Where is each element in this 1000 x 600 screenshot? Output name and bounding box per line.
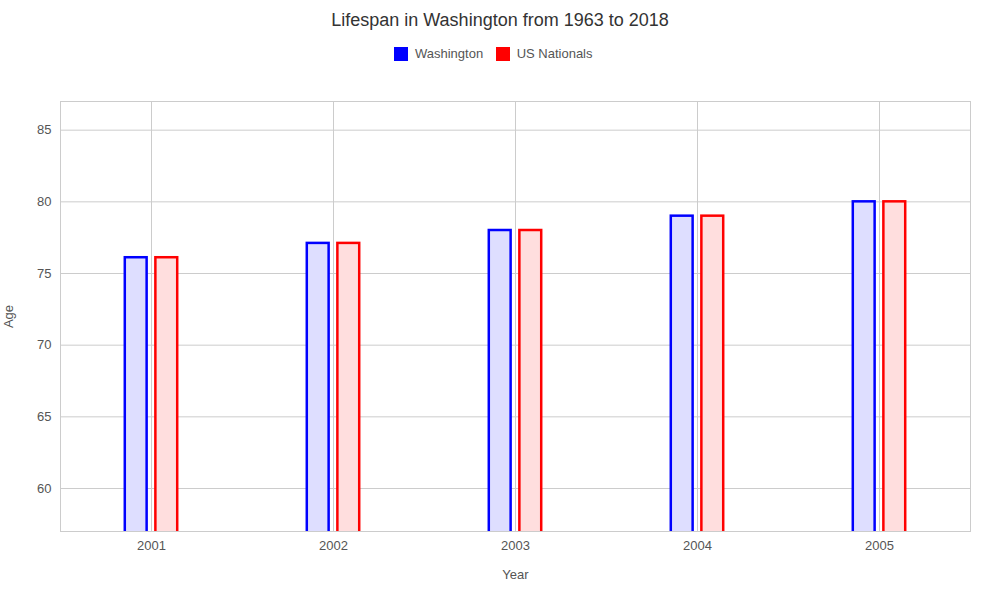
svg-text:85: 85 (37, 122, 51, 137)
svg-text:2002: 2002 (319, 537, 348, 552)
svg-text:2005: 2005 (865, 537, 894, 552)
html-text:Washington: Washington (415, 46, 484, 61)
svg-text:65: 65 (37, 408, 51, 423)
svg-text:2004: 2004 (683, 537, 712, 552)
html-text:Lifespan in Washington from 19: Lifespan in Washington from 1963 to 2018 (331, 10, 669, 30)
html-text:US Nationals: US Nationals (516, 46, 593, 61)
svg-text:80: 80 (37, 193, 51, 208)
svg-text:60: 60 (37, 480, 51, 495)
svg-text:Age: Age (1, 304, 16, 327)
svg-text:2003: 2003 (501, 537, 530, 552)
svg-text:70: 70 (37, 337, 51, 352)
svg-text:2001: 2001 (137, 537, 166, 552)
svg-text:75: 75 (37, 265, 51, 280)
svg-text:Year: Year (502, 566, 529, 581)
